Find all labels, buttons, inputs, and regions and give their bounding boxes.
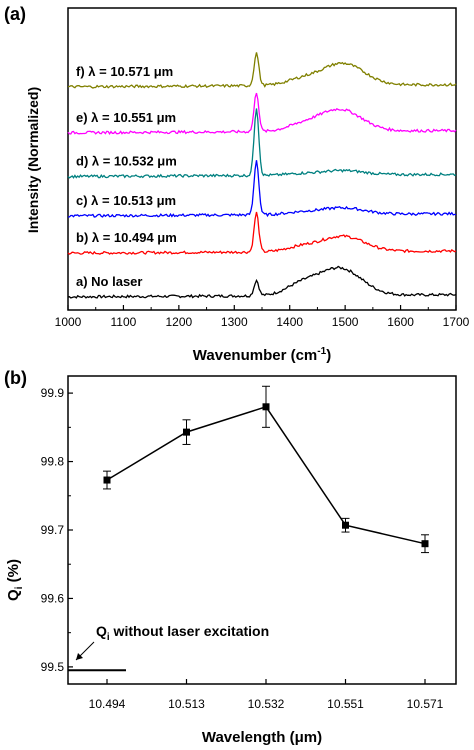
y-tick-label: 99.6: [41, 591, 65, 605]
panel-a-series: [67, 52, 457, 299]
series-label: d) λ = 10.532 μm: [76, 154, 177, 169]
spectrum-line: [67, 211, 457, 255]
baseline-annotation: Qi without laser excitation: [96, 623, 269, 643]
panel-a-x-ticks: 1000 1100 1200 1300 1400 1500 1600 1700: [55, 305, 470, 329]
series-label: c) λ = 10.513 μm: [76, 193, 176, 208]
x-tick-label: 1200: [166, 315, 193, 329]
panel-b-y-label: Qi (%): [5, 559, 25, 601]
series-label: f) λ = 10.571 μm: [76, 64, 173, 79]
x-tick-label: 1700: [443, 315, 470, 329]
x-tick-label: 1100: [111, 315, 137, 329]
annotation-arrowhead: [76, 653, 83, 660]
x-tick-label: 10.494: [89, 697, 126, 711]
data-point: [421, 540, 429, 548]
data-point: [342, 521, 349, 529]
spectrum-line: [67, 108, 457, 179]
x-tick-label: 10.513: [168, 697, 205, 711]
x-tick-label: 10.551: [327, 697, 364, 711]
panel-b-x-label: Wavelength (μm): [202, 729, 322, 746]
panel-a-label: (a): [4, 4, 26, 24]
x-tick-label: 1400: [276, 315, 303, 329]
y-tick-label: 99.8: [41, 455, 65, 469]
x-tick-label: 1300: [221, 315, 248, 329]
y-tick-label: 99.9: [41, 386, 65, 400]
spectrum-line: [67, 92, 457, 136]
data-point: [262, 403, 270, 411]
spectrum-line: [67, 52, 457, 89]
panel-a-x-label: Wavenumber (cm-1): [193, 346, 331, 364]
panel-b-x-ticks: 10.494 10.513 10.532 10.551 10.571: [89, 679, 444, 711]
panel-b-label: (b): [4, 368, 27, 388]
spectrum-line: [67, 160, 457, 218]
series-label: a) No laser: [76, 274, 142, 289]
spectrum-line: [67, 265, 457, 299]
y-tick-label: 99.7: [41, 523, 65, 537]
x-tick-label: 10.532: [248, 697, 285, 711]
series-label: b) λ = 10.494 μm: [76, 230, 177, 245]
data-point: [183, 428, 190, 436]
data-point: [103, 476, 111, 484]
panel-b-y-ticks: 99.5 99.6 99.7 99.8 99.9: [41, 386, 73, 674]
x-tick-label: 1600: [387, 315, 414, 329]
series-label: e) λ = 10.551 μm: [76, 110, 176, 125]
y-tick-label: 99.5: [41, 660, 65, 674]
panel-b-data: [68, 385, 429, 672]
x-tick-label: 10.571: [407, 697, 444, 711]
x-tick-label: 1000: [55, 315, 82, 329]
x-tick-label: 1500: [332, 315, 359, 329]
panel-a-series-labels: a) No laser b) λ = 10.494 μm c) λ = 10.513…: [76, 64, 177, 289]
panel-a-y-label: Intensity (Normalized): [25, 87, 41, 233]
